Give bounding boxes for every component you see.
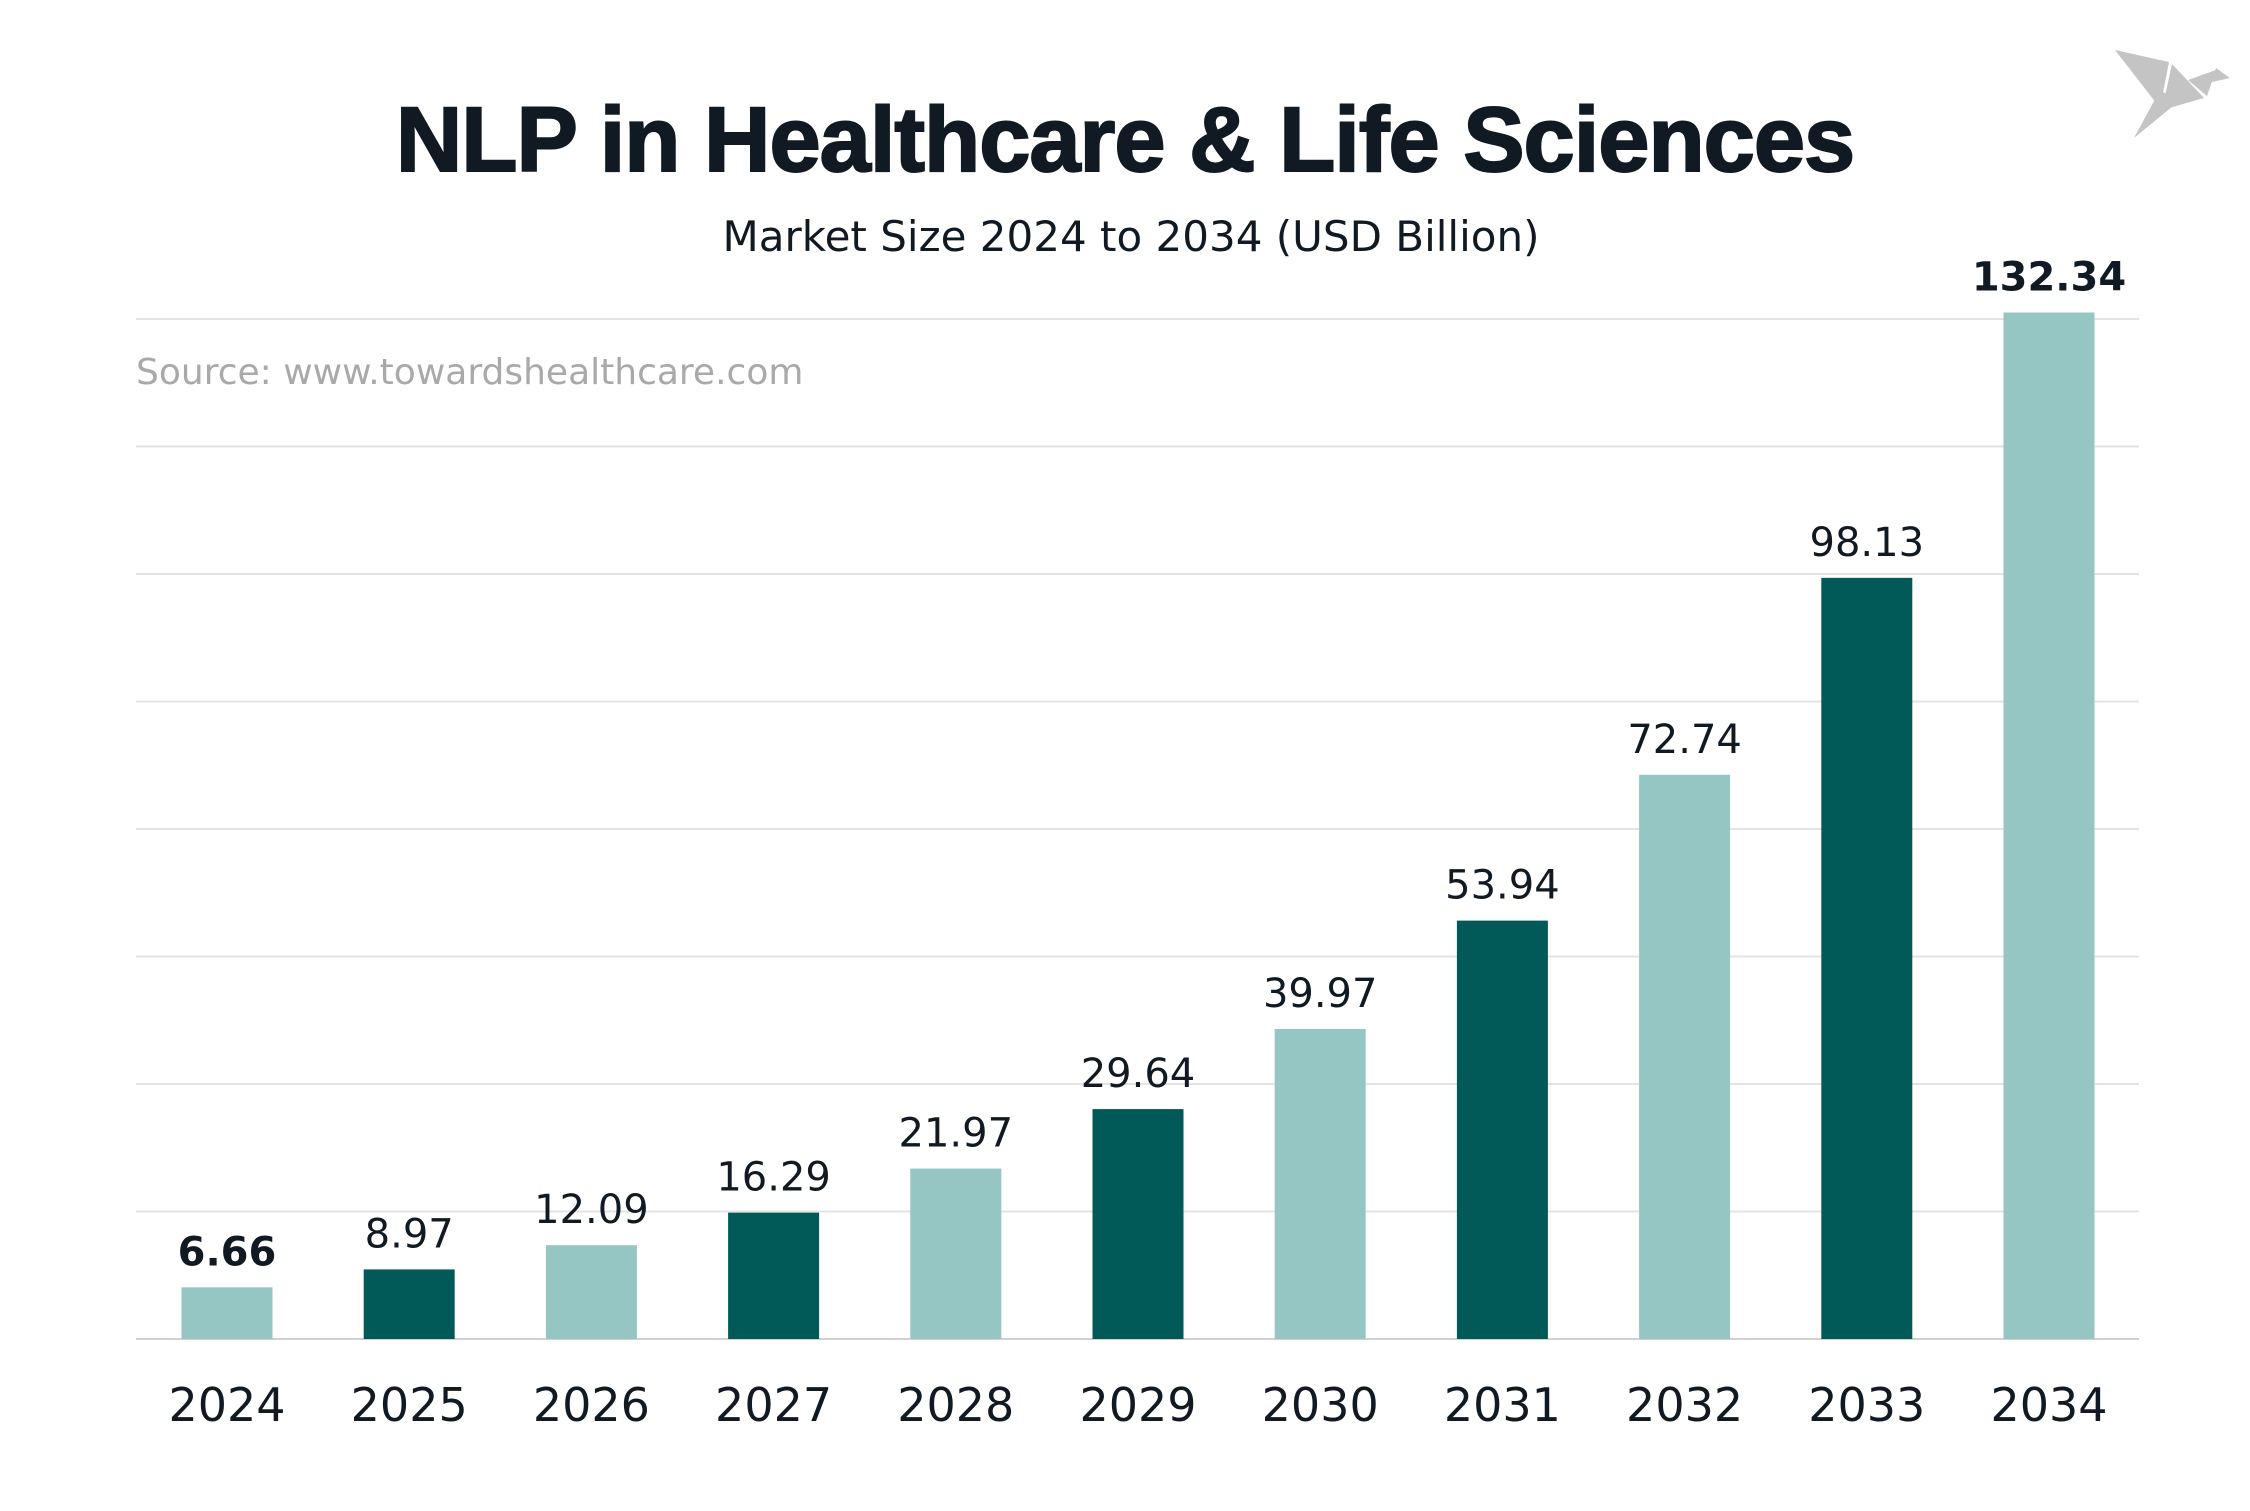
bar-2030 [1274,1028,1366,1339]
value-label: 6.66 [178,1229,277,1275]
source-note: Source: www.towardshealthcare.com [136,352,804,393]
bar-2027 [728,1212,820,1339]
origami-bird-icon [2115,50,2230,138]
x-tick-label: 2030 [1262,1378,1379,1432]
x-tick-label: 2029 [1079,1378,1196,1432]
bar-2026 [545,1245,637,1339]
value-label: 53.94 [1445,863,1560,909]
value-labels: 6.66 8.97 12.09 16.29 21.97 29.64 39.97 53.94 72… [178,254,2127,1275]
bar-2031 [1456,920,1548,1339]
gridlines [136,318,2139,1340]
value-label: 39.97 [1263,971,1378,1017]
x-axis-labels: 2024 2025 2026 2027 2028 2029 2030 2031 2032 2033… [168,1378,2107,1432]
x-tick-label: 2025 [351,1378,468,1432]
x-tick-label: 2032 [1626,1378,1743,1432]
bars [181,312,2095,1340]
bar-2028 [910,1168,1002,1339]
bar-2025 [363,1269,455,1339]
x-tick-label: 2034 [1990,1378,2107,1432]
value-label: 16.29 [716,1155,831,1201]
x-tick-label: 2027 [715,1378,832,1432]
bar-2029 [1092,1109,1184,1339]
bar-2032 [1639,774,1731,1339]
bar-2033 [1821,577,1913,1339]
x-tick-label: 2033 [1808,1378,1925,1432]
chart-title: NLP in Healthcare & Life Sciences [395,88,1856,192]
chart-subtitle: Market Size 2024 to 2034 (USD Billion) [722,212,1540,261]
bar-2024 [181,1287,273,1339]
value-label: 72.74 [1627,717,1742,763]
x-tick-label: 2024 [168,1378,285,1432]
value-label: 98.13 [1810,520,1925,566]
x-tick-label: 2031 [1444,1378,1561,1432]
value-label: 21.97 [899,1111,1014,1157]
value-label: 12.09 [534,1187,649,1233]
x-tick-label: 2028 [897,1378,1014,1432]
value-label: 132.34 [1972,254,2126,300]
value-label: 8.97 [365,1211,454,1257]
bar-2034 [2003,312,2095,1340]
x-tick-label: 2026 [533,1378,650,1432]
value-label: 29.64 [1081,1051,1196,1097]
